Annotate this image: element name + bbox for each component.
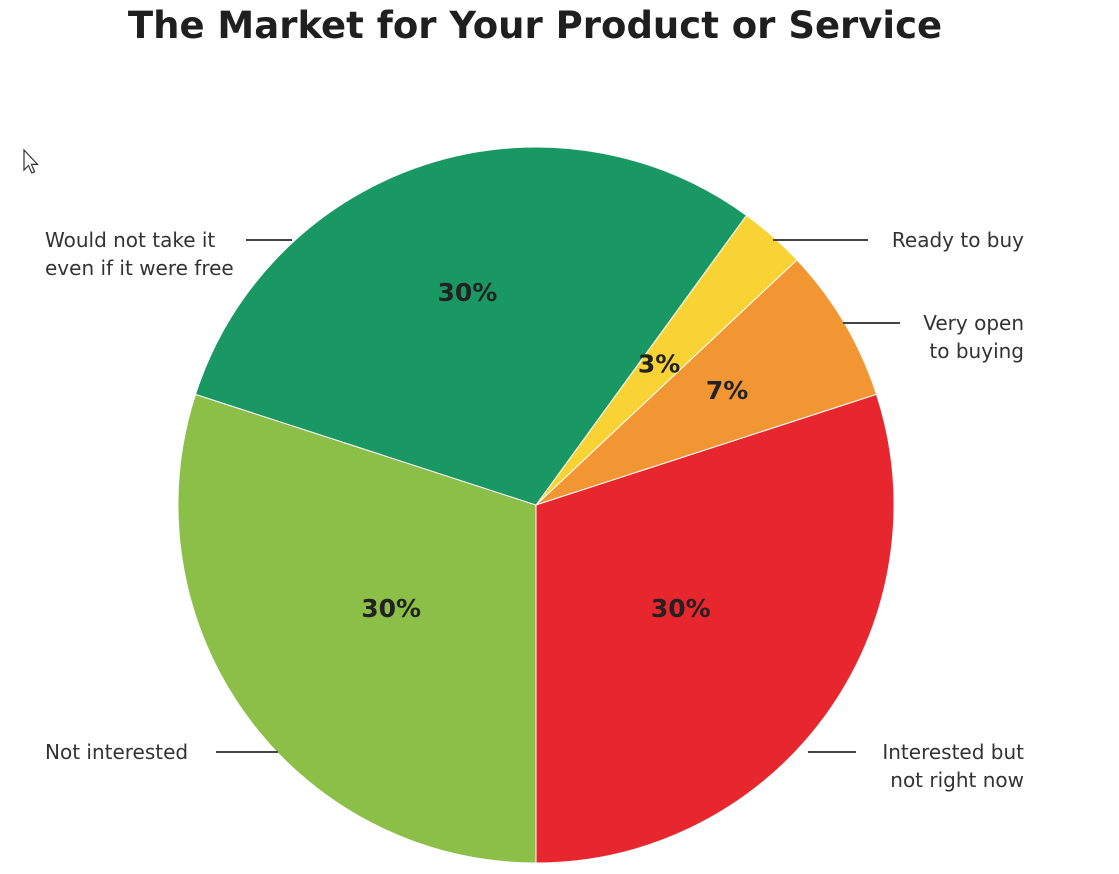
pie-slice-4 [177,393,537,864]
slice-value-label: 3% [638,349,680,378]
slice-value-labels: 3% 7% 30% 30% 30% [361,278,748,623]
callout-label-line: not right now [890,768,1024,792]
slice-value-label: 30% [361,594,421,623]
callout-label-line: even if it were free [45,256,234,280]
mouse-pointer-icon [23,148,39,174]
callout-labels: Ready to buy Very open to buying Interested… [45,228,1024,792]
callout-label: Not interested [45,740,188,764]
callout-label-line: Interested but [882,740,1024,764]
callout-leader-lines [216,239,900,753]
callout-label-line: Ready to buy [892,228,1024,252]
callout-label-line: Not interested [45,740,188,764]
callout-label-line: Would not take it [45,228,215,252]
slice-value-label: 30% [651,594,711,623]
pie-slice-5 [194,146,748,506]
slice-value-label: 7% [706,376,748,405]
callout-label: Interested but not right now [882,740,1024,792]
slice-value-label: 30% [437,278,497,307]
callout-label: Would not take it even if it were free [45,228,234,280]
callout-label: Very open to buying [923,311,1024,363]
callout-label: Ready to buy [892,228,1024,252]
pie-slice-3 [535,393,895,864]
pie-slices [177,146,895,864]
callout-label-line: Very open [923,311,1024,335]
callout-label-line: to buying [929,339,1024,363]
chart-title: The Market for Your Product or Service [128,4,942,47]
